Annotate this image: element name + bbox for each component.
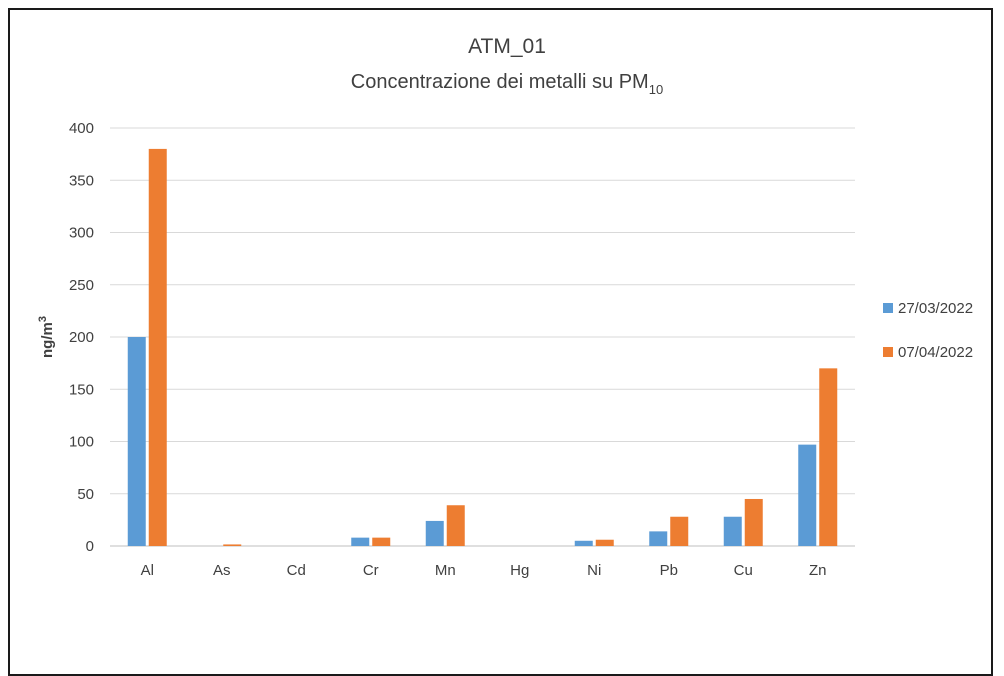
legend-swatch-1 <box>883 303 893 313</box>
y-tick-label: 100 <box>69 434 94 451</box>
chart-title: ATM_01 <box>468 35 546 58</box>
y-tick-label: 200 <box>69 329 94 346</box>
x-tick-label: Al <box>141 562 154 579</box>
legend-swatch-2 <box>883 347 893 357</box>
y-tick-label: 0 <box>86 538 94 555</box>
y-tick-label: 150 <box>69 381 94 398</box>
x-tick-label: As <box>213 562 231 579</box>
y-axis-label-main: ng/m <box>39 322 56 358</box>
legend: 27/03/2022 07/04/2022 <box>883 300 973 361</box>
legend-label-2: 07/04/2022 <box>898 344 973 361</box>
bar-cr-series-2 <box>372 537 391 546</box>
x-tick-label: Cr <box>363 562 379 579</box>
y-axis-ticks: 0 50 100 150 200 250 300 350 400 <box>69 120 94 555</box>
x-tick-label: Mn <box>435 562 456 579</box>
x-tick-label: Zn <box>809 562 827 579</box>
bar-ni-series-1 <box>574 540 593 546</box>
bar-ni-series-2 <box>595 539 614 546</box>
bar-pb-series-1 <box>649 531 668 546</box>
y-tick-label: 250 <box>69 277 94 294</box>
bar-cr-series-1 <box>351 537 370 546</box>
gridlines <box>110 127 855 547</box>
x-tick-label: Cd <box>287 562 306 579</box>
bar-cu-series-1 <box>723 516 742 546</box>
y-tick-label: 400 <box>69 120 94 137</box>
bar-mn-series-1 <box>425 520 444 546</box>
bar-zn-series-2 <box>819 368 838 546</box>
bar-pb-series-2 <box>670 516 689 546</box>
chart-subtitle: Concentrazione dei metalli su PM10 <box>351 71 663 97</box>
x-tick-label: Ni <box>587 562 601 579</box>
x-tick-label: Hg <box>510 562 529 579</box>
x-axis-ticks: Al As Cd Cr Mn Hg Ni Pb Cu Zn <box>141 562 827 579</box>
y-tick-label: 350 <box>69 172 94 189</box>
y-tick-label: 50 <box>77 486 94 503</box>
legend-label-1: 27/03/2022 <box>898 300 973 317</box>
x-tick-label: Cu <box>734 562 753 579</box>
bars <box>127 148 838 546</box>
chart-frame <box>8 8 993 676</box>
y-axis-label: ng/m3 <box>37 316 56 358</box>
chart-title-group: ATM_01 Concentrazione dei metalli su PM1… <box>351 35 663 97</box>
chart-subtitle-main: Concentrazione dei metalli su PM <box>351 71 649 93</box>
chart-subtitle-subscript: 10 <box>649 82 663 97</box>
bar-al-series-1 <box>127 337 146 546</box>
bar-as-series-2 <box>223 544 242 546</box>
bar-cu-series-2 <box>744 498 763 546</box>
x-tick-label: Pb <box>660 562 678 579</box>
y-tick-label: 300 <box>69 225 94 242</box>
bar-al-series-2 <box>148 148 167 546</box>
y-axis-label-superscript: 3 <box>37 316 49 322</box>
bar-mn-series-2 <box>446 505 465 546</box>
bar-zn-series-1 <box>798 444 817 546</box>
